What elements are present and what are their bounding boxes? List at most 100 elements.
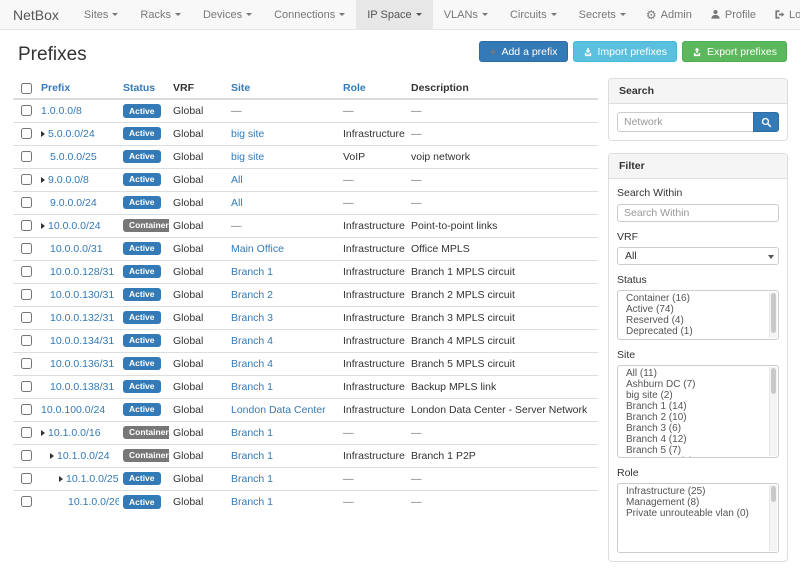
site-link[interactable]: Branch 1 xyxy=(231,449,274,462)
site-link[interactable]: Branch 4 xyxy=(231,357,274,370)
row-checkbox[interactable] xyxy=(21,335,32,347)
row-checkbox[interactable] xyxy=(21,197,32,209)
row-checkbox[interactable] xyxy=(21,243,32,255)
column-header-status[interactable]: Status xyxy=(119,78,169,100)
description-cell: Branch 4 MPLS circuit xyxy=(411,334,515,347)
nav-item-vlans[interactable]: VLANs xyxy=(433,0,499,29)
site-link[interactable]: Branch 3 xyxy=(231,311,274,324)
column-header-role[interactable]: Role xyxy=(339,78,407,100)
prefix-link[interactable]: 10.1.0.0/26 xyxy=(68,495,119,508)
nav-item-admin[interactable]: ⚙ Admin xyxy=(637,0,701,29)
list-option[interactable]: Deprecated (1) xyxy=(626,326,693,337)
row-checkbox[interactable] xyxy=(21,496,32,508)
list-option[interactable]: COLO-1-01 (2) xyxy=(618,456,778,457)
prefix-link[interactable]: 10.0.0.132/31 xyxy=(50,311,115,324)
site-link[interactable]: big site xyxy=(231,127,265,140)
prefix-link[interactable]: 9.0.0.0/24 xyxy=(50,196,97,209)
row-checkbox[interactable] xyxy=(21,174,32,186)
site-link[interactable]: Branch 1 xyxy=(231,426,274,439)
list-option[interactable]: All (11) xyxy=(626,368,657,379)
prefix-link[interactable]: 5.0.0.0/24 xyxy=(48,127,95,140)
nav-item-racks[interactable]: Racks xyxy=(129,0,192,29)
scrollbar[interactable] xyxy=(769,485,777,551)
nav-item-sites[interactable]: Sites xyxy=(73,0,129,29)
search-input[interactable] xyxy=(617,112,753,132)
select-all-checkbox[interactable] xyxy=(21,82,32,94)
list-option[interactable]: Branch 3 (6) xyxy=(626,423,682,434)
scrollbar[interactable] xyxy=(769,367,777,456)
site-link[interactable]: London Data Center xyxy=(231,403,326,416)
row-checkbox[interactable] xyxy=(21,105,32,117)
prefix-link[interactable]: 10.0.0.136/31 xyxy=(50,357,115,370)
list-option[interactable]: Ashburn DC (7) xyxy=(626,379,696,390)
row-checkbox[interactable] xyxy=(21,381,32,393)
prefix-link[interactable]: 10.1.0.0/16 xyxy=(48,426,101,439)
site-link[interactable]: Branch 1 xyxy=(231,380,274,393)
list-option[interactable]: Branch 4 (12) xyxy=(626,434,687,445)
prefix-link[interactable]: 10.0.0.134/31 xyxy=(50,334,115,347)
row-checkbox[interactable] xyxy=(21,450,32,462)
list-option[interactable]: Private unrouteable vlan (0) xyxy=(626,508,749,519)
row-checkbox[interactable] xyxy=(21,427,32,439)
site-link[interactable]: big site xyxy=(231,150,265,163)
prefix-link[interactable]: 9.0.0.0/8 xyxy=(48,173,89,186)
scrollbar-thumb[interactable] xyxy=(771,486,776,502)
nav-item-profile[interactable]: Profile xyxy=(701,0,765,29)
site-link[interactable]: Main Office xyxy=(231,242,284,255)
column-header-prefix[interactable]: Prefix xyxy=(37,78,119,100)
vrf-select[interactable]: All xyxy=(617,247,779,265)
site-link[interactable]: Branch 2 xyxy=(231,288,274,301)
row-checkbox[interactable] xyxy=(21,151,32,163)
export-prefixes-button[interactable]: Export prefixes xyxy=(681,41,787,62)
add-a-prefix-button[interactable]: + Add a prefix xyxy=(479,41,568,62)
list-option[interactable]: big site (2) xyxy=(626,390,673,401)
search-button[interactable] xyxy=(753,112,779,132)
nav-item-secrets[interactable]: Secrets xyxy=(568,0,637,29)
prefix-link[interactable]: 10.0.100.0/24 xyxy=(41,403,106,416)
prefix-link[interactable]: 10.0.0.0/31 xyxy=(50,242,103,255)
list-option[interactable]: Container (16) xyxy=(626,293,690,304)
list-option[interactable]: Reserved (4) xyxy=(626,315,684,326)
site-link[interactable]: Branch 4 xyxy=(231,334,274,347)
site-link[interactable]: All xyxy=(231,173,243,186)
list-option[interactable]: Active (74) xyxy=(626,304,674,315)
row-checkbox[interactable] xyxy=(21,473,32,485)
nav-item-circuits[interactable]: Circuits xyxy=(499,0,568,29)
site-link[interactable]: Branch 1 xyxy=(231,265,274,278)
prefix-link[interactable]: 10.0.0.130/31 xyxy=(50,288,115,301)
list-option[interactable]: Branch 2 (10) xyxy=(626,412,687,423)
row-checkbox[interactable] xyxy=(21,404,32,416)
prefix-link[interactable]: 5.0.0.0/25 xyxy=(50,150,97,163)
brand-link[interactable]: NetBox xyxy=(13,6,59,23)
prefix-link[interactable]: 10.0.0.128/31 xyxy=(50,265,115,278)
list-option[interactable]: Branch 5 (7) xyxy=(626,445,682,456)
scrollbar-thumb[interactable] xyxy=(771,293,776,333)
scrollbar[interactable] xyxy=(769,292,777,338)
nav-item-connections[interactable]: Connections xyxy=(263,0,356,29)
nav-item-devices[interactable]: Devices xyxy=(192,0,263,29)
scrollbar-thumb[interactable] xyxy=(771,368,776,394)
column-header-site[interactable]: Site xyxy=(227,78,339,100)
site-link[interactable]: Branch 1 xyxy=(231,472,274,485)
prefix-link[interactable]: 10.0.0.0/24 xyxy=(48,219,101,232)
nav-item-ip-space[interactable]: IP Space xyxy=(356,0,433,29)
list-option[interactable]: Branch 1 (14) xyxy=(626,401,687,412)
prefix-link[interactable]: 1.0.0.0/8 xyxy=(41,104,82,117)
row-checkbox[interactable] xyxy=(21,289,32,301)
search-within-input[interactable] xyxy=(617,204,779,222)
role-cell: Infrastructure xyxy=(343,403,405,416)
import-prefixes-button[interactable]: Import prefixes xyxy=(572,41,677,62)
row-checkbox[interactable] xyxy=(21,128,32,140)
site-link[interactable]: All xyxy=(231,196,243,209)
prefix-link[interactable]: 10.1.0.0/24 xyxy=(57,449,110,462)
row-checkbox[interactable] xyxy=(21,312,32,324)
row-checkbox[interactable] xyxy=(21,358,32,370)
site-link[interactable]: Branch 1 xyxy=(231,495,274,508)
list-option[interactable]: Infrastructure (25) xyxy=(626,486,706,497)
prefix-link[interactable]: 10.1.0.0/25 xyxy=(66,472,119,485)
row-checkbox[interactable] xyxy=(21,220,32,232)
prefix-link[interactable]: 10.0.0.138/31 xyxy=(50,380,115,393)
nav-item-log-out[interactable]: Log out xyxy=(765,0,800,29)
row-checkbox[interactable] xyxy=(21,266,32,278)
list-option[interactable]: Management (8) xyxy=(626,497,700,508)
